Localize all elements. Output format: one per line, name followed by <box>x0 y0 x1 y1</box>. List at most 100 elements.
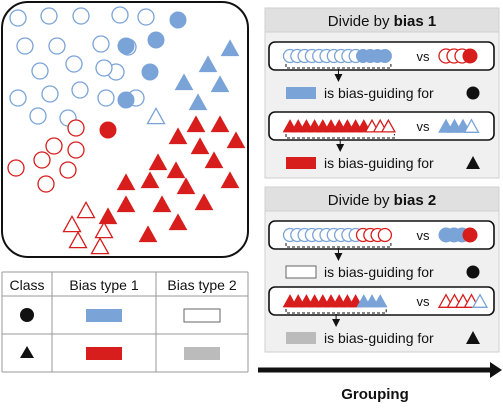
class-triangle-bias1-red-bias2-gray-mark-15 <box>98 207 118 225</box>
panel1-row-1-left-mark-12 <box>380 118 397 133</box>
panel2-row-1-target-triangle-icon <box>466 331 480 344</box>
class-triangle-bias1-blue-bias2-gray-mark-1 <box>198 55 218 73</box>
class-circle-bias1-blue-bias2-white-mark-6 <box>48 37 66 55</box>
class-circle-bias1-blue-bias2-blue-mark-0 <box>169 11 187 29</box>
class-circle-bias1-blue-bias2-white-mark-10 <box>65 55 83 73</box>
panel1-row-1-vs: vs <box>417 119 431 134</box>
table-header-bias2: Bias type 2 <box>167 277 236 293</box>
class-triangle-bias1-red-bias2-gray-mark-14 <box>194 193 214 211</box>
class-triangle-bias1-blue-bias2-gray-mark-2 <box>174 73 194 91</box>
panel2-row-0: vs is bias-guiding for <box>268 220 495 280</box>
panel2-row-1-result-text: is bias-guiding for <box>324 330 434 346</box>
class-circle-bias1-blue-bias2-white-mark-18 <box>95 59 113 77</box>
class-circle-bias1-blue-bias2-white-mark-16 <box>29 107 47 125</box>
class-circle-bias1-red-bias2-white-mark-5 <box>59 161 77 179</box>
class-circle-bias1-blue-bias2-white-mark-13 <box>41 85 59 103</box>
class-circle-bias1-blue-bias2-blue-mark-3 <box>141 63 159 81</box>
scatter-panel <box>1 1 249 258</box>
panel2-row-1-right-mark-4 <box>471 293 489 308</box>
class-triangle-bias1-red-bias2-gray-mark-1 <box>210 115 230 133</box>
table-swatch-bias1-row1 <box>86 309 122 322</box>
class-circle-bias1-blue-bias2-white-mark-2 <box>72 7 90 25</box>
class-triangle-bias1-red-bias2-white-mark-3 <box>68 231 88 249</box>
class-triangle-bias1-red-bias2-gray-mark-7 <box>116 173 136 191</box>
panel1-row-1-target-triangle-icon <box>466 156 480 169</box>
panel2-row-1-vs: vs <box>417 294 431 309</box>
panel1-row-0-target-circle-icon <box>466 86 480 100</box>
table-triangle-icon <box>20 346 34 358</box>
panel1-row-0-left-mark-13 <box>377 49 392 63</box>
class-circle-bias1-red-bias2-white-mark-3 <box>33 151 51 169</box>
panel1-row-1-swatch <box>286 157 316 169</box>
class-circle-bias1-blue-bias2-white-mark-15 <box>97 89 115 107</box>
class-circle-bias1-blue-bias2-blue-mark-4 <box>117 91 135 109</box>
class-triangle-bias1-red-bias2-gray-mark-8 <box>140 171 160 189</box>
class-triangle-bias1-red-bias2-gray-mark-10 <box>176 177 196 195</box>
class-circle-bias1-red-bias2-red-mark-0 <box>99 121 117 139</box>
panel1-row-0-swatch <box>286 87 316 99</box>
panel1-row-1-result-text: is bias-guiding for <box>324 155 434 171</box>
class-triangle-bias1-red-bias2-gray-mark-12 <box>116 195 136 213</box>
class-triangle-bias1-red-bias2-gray-mark-5 <box>204 151 224 169</box>
class-triangle-bias1-red-bias2-gray-mark-4 <box>148 153 168 171</box>
table-header-bias1: Bias type 1 <box>69 277 138 293</box>
class-circle-bias1-blue-bias2-white-mark-1 <box>40 7 58 25</box>
class-triangle-bias1-blue-bias2-white-mark-0 <box>146 107 166 125</box>
class-triangle-bias1-red-bias2-gray-mark-6 <box>190 137 210 155</box>
class-triangle-bias1-blue-bias2-gray-mark-4 <box>188 93 208 111</box>
class-circle-bias1-blue-bias2-white-mark-0 <box>9 9 27 27</box>
table-swatch-bias2-row1 <box>183 308 221 323</box>
class-circle-bias1-blue-bias2-white-mark-3 <box>111 6 129 24</box>
panel2-row-1-swatch <box>286 332 316 344</box>
class-circle-bias1-red-bias2-white-mark-4 <box>7 159 25 177</box>
class-triangle-bias1-red-bias2-white-mark-0 <box>76 201 96 219</box>
panel1-row-0-right-mark-3 <box>462 48 478 64</box>
class-circle-bias1-blue-bias2-white-mark-7 <box>92 35 110 53</box>
class-triangle-bias1-red-bias2-white-mark-2 <box>94 221 114 239</box>
panel2-row-1: vs is bias-guiding for <box>268 286 495 346</box>
class-triangle-bias1-red-bias2-white-mark-4 <box>90 237 110 255</box>
panel1-title: Divide by bias 1 <box>328 13 436 30</box>
class-circle-bias1-blue-bias2-white-mark-4 <box>137 8 155 26</box>
panel2-row-0-vs: vs <box>417 228 431 243</box>
panel2-row-1-left-mark-11 <box>372 294 388 308</box>
panel1-row-0-bracket <box>285 64 392 69</box>
class-triangle-bias1-red-bias2-gray-mark-17 <box>138 225 158 243</box>
class-circle-bias1-blue-bias2-white-mark-14 <box>71 81 89 99</box>
panel1-row-0-vs: vs <box>417 49 431 64</box>
class-triangle-bias1-red-bias2-gray-mark-16 <box>168 213 188 231</box>
class-circle-bias1-blue-bias2-blue-mark-2 <box>117 37 135 55</box>
panel2-row-0-bracket <box>285 243 392 248</box>
class-circle-bias1-blue-bias2-white-mark-5 <box>16 37 34 55</box>
panel2-row-0-target-circle-icon <box>466 265 480 279</box>
grouping-arrow: Grouping <box>258 362 502 403</box>
class-triangle-bias1-red-bias2-gray-mark-13 <box>152 195 172 213</box>
panel2-title: Divide by bias 2 <box>328 192 436 209</box>
panel2-row-0-swatch <box>285 265 317 279</box>
panel2-row-0-left-mark-13 <box>377 227 393 243</box>
panel-rows: vs is bias-guiding for vs is bias-guiding f… <box>268 41 495 346</box>
table-swatch-bias2-row2 <box>184 347 220 360</box>
class-triangle-bias1-red-bias2-white-mark-1 <box>62 215 82 233</box>
class-triangle-bias1-red-bias2-gray-mark-9 <box>166 161 186 179</box>
panel1-row-0: vs is bias-guiding for <box>268 41 495 101</box>
class-triangle-bias1-red-bias2-gray-mark-11 <box>220 171 240 189</box>
panel1-row-1-right-mark-3 <box>463 118 480 133</box>
table-header-class: Class <box>9 277 44 293</box>
table-circle-icon <box>20 308 34 322</box>
class-circle-bias1-blue-bias2-blue-mark-1 <box>147 31 165 49</box>
panel1-row-0-result-text: is bias-guiding for <box>324 85 434 101</box>
panel2-row-0-right-mark-3 <box>462 227 478 243</box>
class-triangle-bias1-blue-bias2-gray-mark-0 <box>220 39 240 57</box>
legend-table: Class Bias type 1 Bias type 2 <box>1 271 249 373</box>
grouping-label: Grouping <box>341 386 409 403</box>
class-triangle-bias1-red-bias2-gray-mark-2 <box>168 127 188 145</box>
panel1-row-1: vs is bias-guiding for <box>268 111 495 171</box>
panel2-row-1-bracket <box>285 309 387 314</box>
class-triangle-bias1-blue-bias2-gray-mark-3 <box>210 75 230 93</box>
class-circle-bias1-red-bias2-white-mark-6 <box>37 175 55 193</box>
panel1-row-1-bracket <box>285 134 395 139</box>
panel2-row-0-result-text: is bias-guiding for <box>324 264 434 280</box>
class-triangle-bias1-red-bias2-gray-mark-0 <box>186 115 206 133</box>
class-triangle-bias1-red-bias2-gray-mark-3 <box>226 131 246 149</box>
